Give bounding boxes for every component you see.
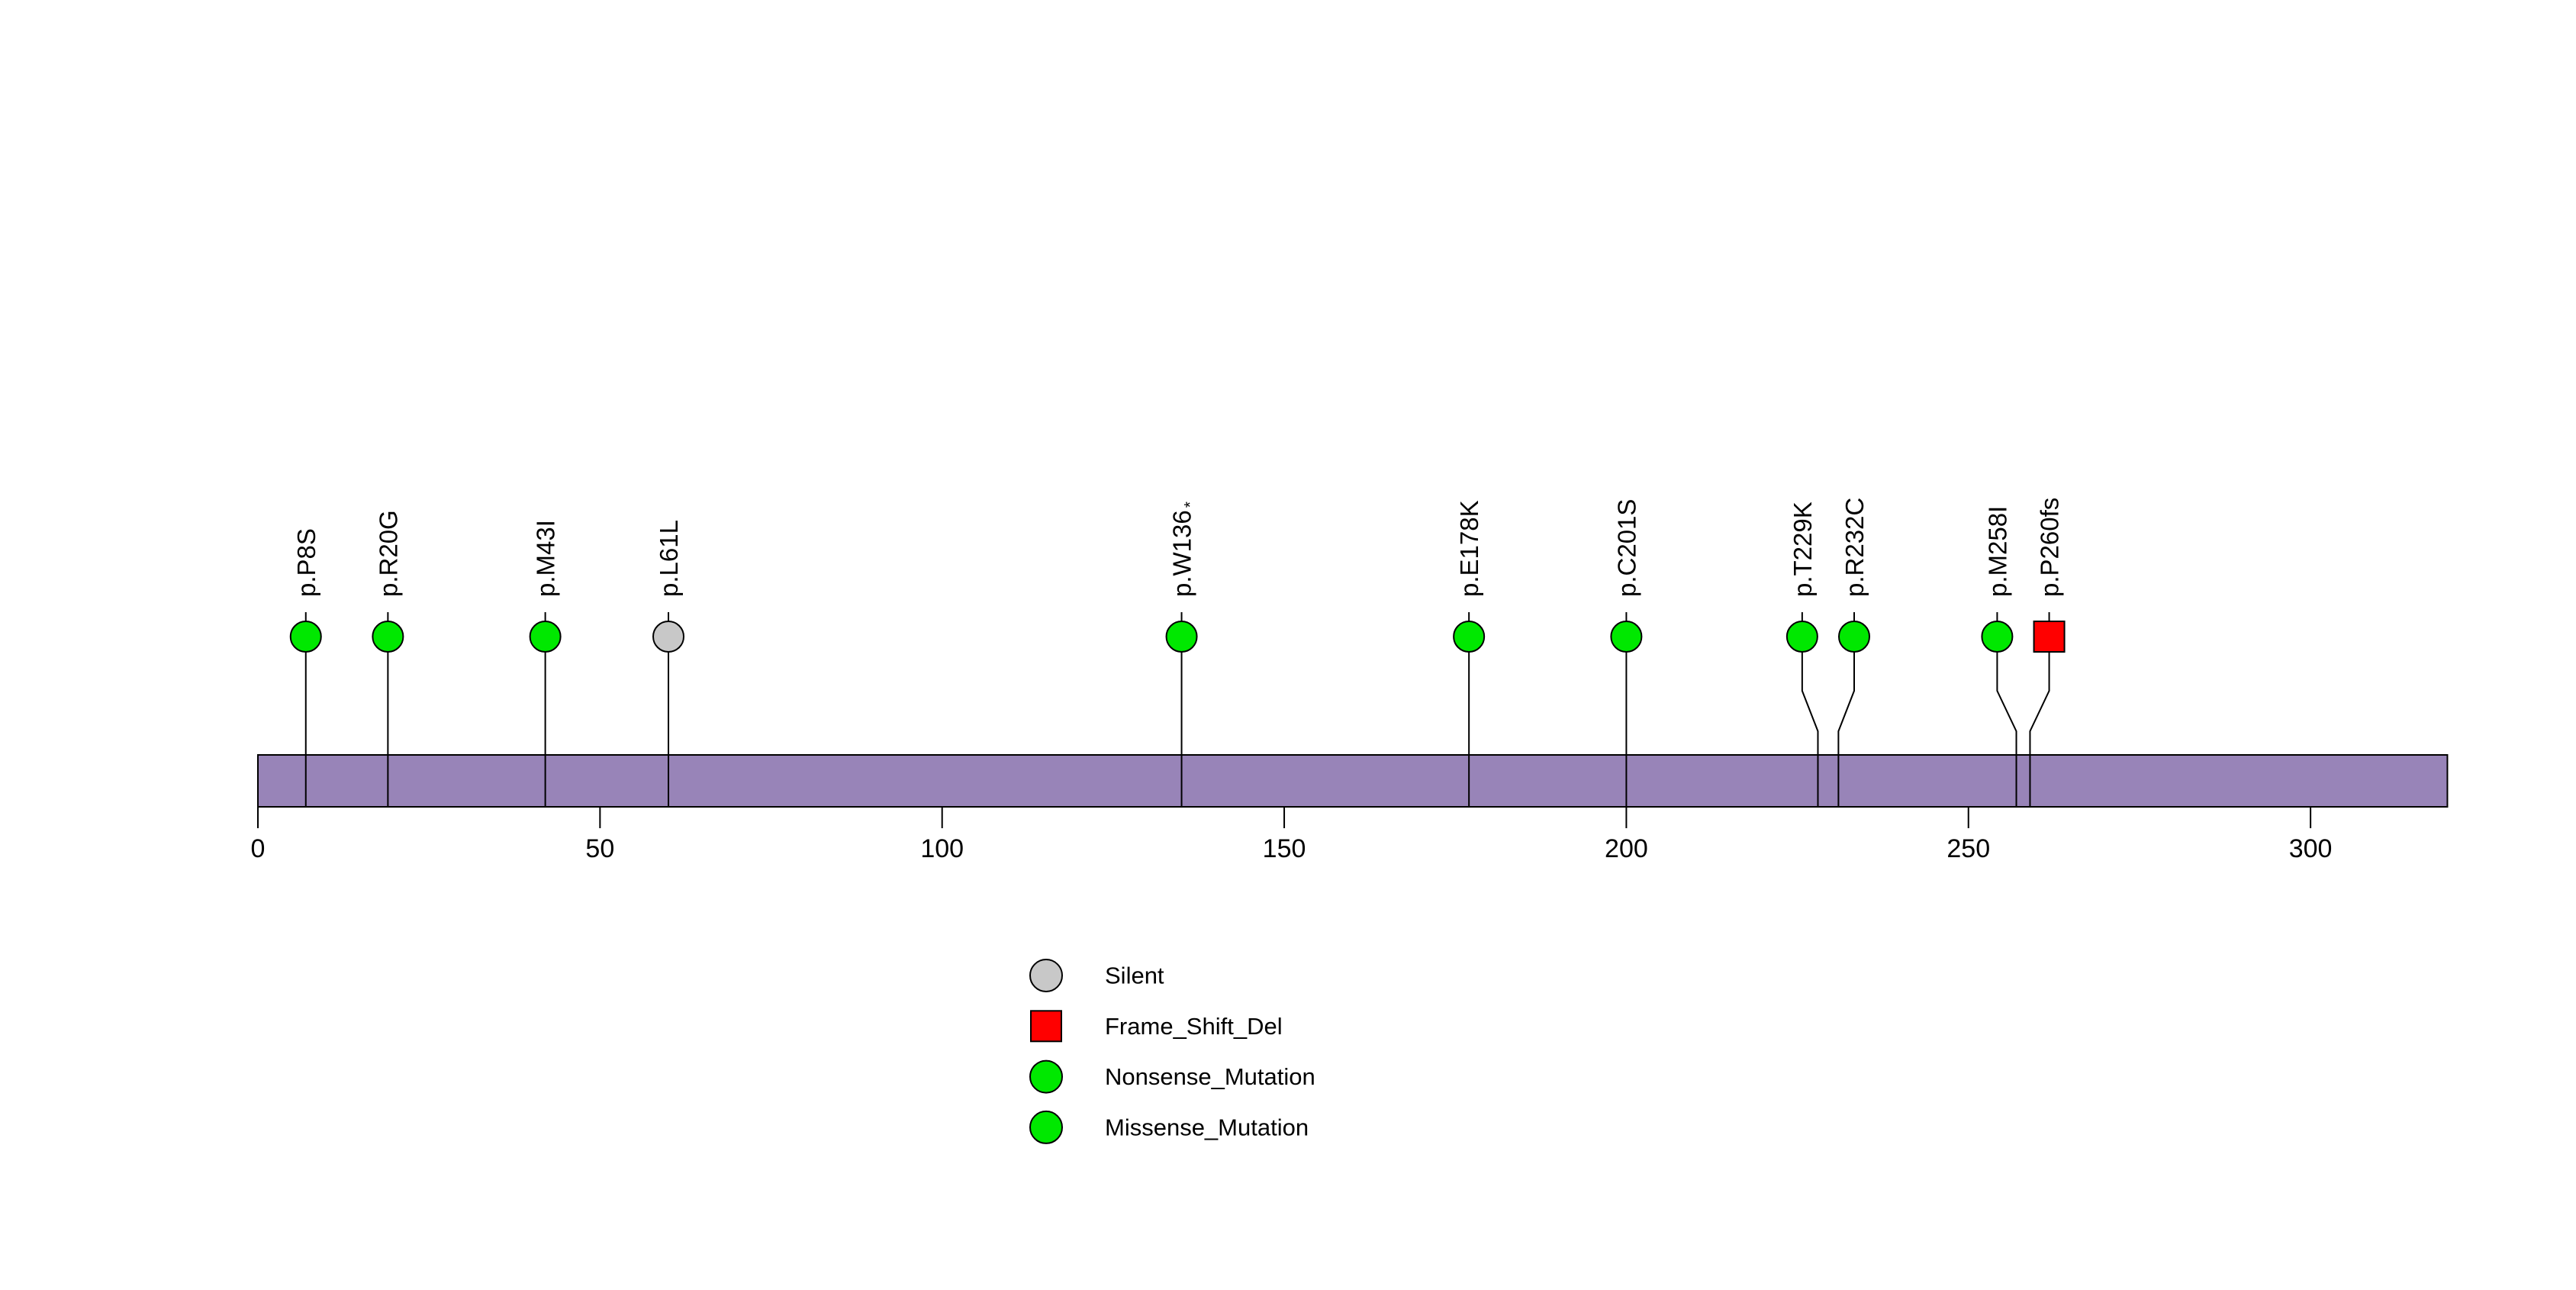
mutation-stem bbox=[1837, 637, 1856, 807]
mutation-stem bbox=[2029, 637, 2050, 807]
legend-swatch-square bbox=[1030, 1010, 1062, 1043]
protein-bar bbox=[257, 754, 2449, 808]
mutation-label: p.P260fs bbox=[2035, 498, 2063, 597]
mutation-marker-circle bbox=[1838, 621, 1871, 653]
mutation-label: p.P8S bbox=[291, 528, 320, 597]
mutation-label: p.W136* bbox=[1167, 501, 1199, 597]
mutation-marker-circle bbox=[652, 621, 685, 653]
legend-label: Frame_Shift_Del bbox=[1105, 1013, 1283, 1040]
mutation-label: p.C201S bbox=[1612, 499, 1641, 597]
mutation-marker-circle bbox=[289, 621, 322, 653]
legend-swatch-circle bbox=[1029, 959, 1063, 992]
legend-swatch-circle bbox=[1029, 1059, 1063, 1094]
axis-tick-label: 200 bbox=[1605, 834, 1648, 863]
axis-tick-label: 300 bbox=[2289, 834, 2333, 863]
mutation-marker-circle bbox=[529, 621, 562, 653]
mutation-marker-circle bbox=[1453, 621, 1486, 653]
mutation-label: p.E178K bbox=[1455, 500, 1483, 597]
mutation-label: p.M258I bbox=[1983, 506, 2011, 597]
mutation-marker-circle bbox=[1610, 621, 1643, 653]
mutation-marker-circle bbox=[1165, 621, 1198, 653]
mutation-label: p.T229K bbox=[1788, 501, 1816, 597]
mutation-stem bbox=[1801, 637, 1819, 807]
legend-label: Nonsense_Mutation bbox=[1105, 1063, 1315, 1090]
axis-tick-label: 50 bbox=[585, 834, 614, 863]
mutation-marker-circle bbox=[372, 621, 404, 653]
mutation-label: p.M43I bbox=[531, 520, 559, 597]
axis-tick-label: 150 bbox=[1263, 834, 1306, 863]
mutation-label: p.R20G bbox=[374, 510, 402, 597]
legend-swatch-circle bbox=[1029, 1110, 1063, 1144]
axis-tick-label: 250 bbox=[1946, 834, 1990, 863]
legend-label: Silent bbox=[1105, 963, 1164, 989]
mutation-marker-circle bbox=[1981, 621, 2014, 653]
legend-label: Missense_Mutation bbox=[1105, 1114, 1309, 1140]
stop-codon-asterisk: * bbox=[1181, 501, 1199, 508]
mutation-stem bbox=[1996, 637, 2017, 807]
mutation-label: p.L61L bbox=[655, 520, 683, 597]
mutation-marker-square bbox=[2033, 621, 2066, 653]
axis-tick-label: 100 bbox=[920, 834, 964, 863]
axis-tick-label: 0 bbox=[251, 834, 266, 863]
mutation-marker-circle bbox=[1785, 621, 1818, 653]
mutation-label: p.R232C bbox=[1840, 498, 1869, 597]
